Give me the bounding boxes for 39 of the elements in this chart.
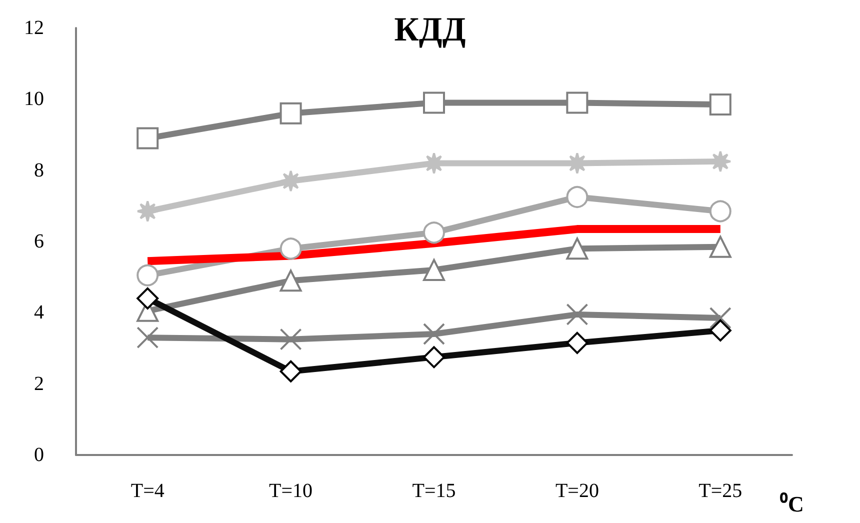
point bbox=[566, 92, 588, 114]
x-axis-title: ⁰C bbox=[780, 492, 804, 516]
y-tick-label: 8 bbox=[34, 159, 44, 182]
x-tick-label: T=25 bbox=[698, 480, 742, 502]
point bbox=[136, 264, 159, 286]
y-tick-label: 10 bbox=[24, 88, 44, 110]
point bbox=[136, 326, 159, 349]
point bbox=[136, 287, 159, 310]
y-tick-label: 0 bbox=[34, 444, 44, 466]
point bbox=[280, 360, 302, 382]
point bbox=[423, 92, 445, 114]
x-tick-label: T=20 bbox=[555, 480, 599, 502]
point bbox=[280, 328, 302, 350]
point bbox=[280, 270, 302, 292]
point bbox=[709, 200, 732, 222]
y-tick-label: 4 bbox=[34, 302, 44, 324]
point bbox=[280, 102, 302, 124]
point bbox=[709, 319, 732, 342]
x-tick-label: T=15 bbox=[412, 480, 456, 502]
point bbox=[136, 200, 159, 222]
point bbox=[423, 258, 445, 281]
point bbox=[566, 332, 588, 354]
chart-title: КДД bbox=[394, 12, 466, 48]
point bbox=[566, 186, 588, 208]
point bbox=[136, 127, 159, 150]
point bbox=[423, 323, 445, 346]
y-tick-label: 6 bbox=[34, 230, 44, 252]
point bbox=[566, 238, 588, 260]
y-tick-label: 12 bbox=[24, 17, 44, 39]
point bbox=[709, 94, 732, 116]
point bbox=[423, 346, 445, 368]
x-tick-label: T=10 bbox=[269, 480, 313, 502]
point bbox=[423, 222, 445, 244]
point bbox=[566, 303, 588, 326]
y-tick-label: 2 bbox=[34, 372, 44, 395]
point bbox=[280, 238, 302, 260]
point bbox=[709, 236, 732, 258]
x-tick-label: T=4 bbox=[130, 480, 164, 502]
point bbox=[709, 307, 732, 330]
